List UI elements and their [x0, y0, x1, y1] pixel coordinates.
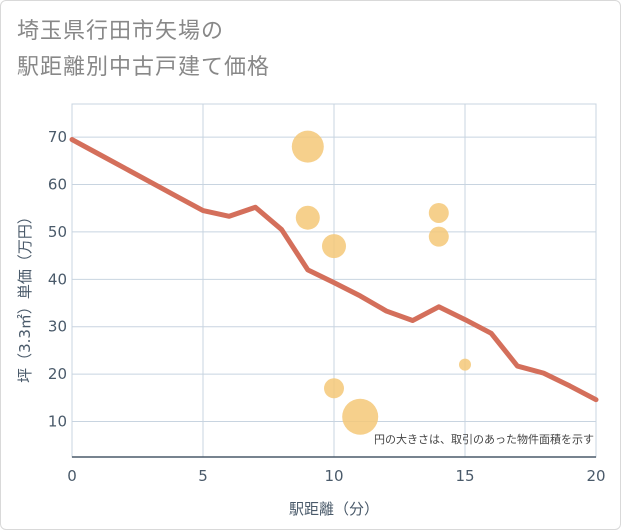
x-tick-label: 20: [586, 467, 605, 485]
y-tick-label: 30: [48, 318, 67, 336]
y-tick-label: 50: [48, 223, 67, 241]
title-line-1: 埼玉県行田市矢場の: [17, 19, 225, 44]
size-note: 円の大きさは、取引のあった物件面積を示す: [374, 432, 594, 446]
data-point: [342, 398, 379, 435]
data-point: [428, 202, 449, 223]
data-point: [322, 234, 346, 259]
x-axis-label: 駅距離（分）: [289, 500, 379, 518]
data-point: [428, 226, 449, 247]
y-tick-label: 70: [48, 128, 67, 146]
data-point: [459, 358, 471, 371]
ticks: 0 5 10 15 20 10 20 30 40 50 60 70: [48, 128, 606, 485]
trend-line: [69, 137, 599, 403]
data-point: [324, 378, 344, 399]
x-tick-label: 5: [198, 467, 208, 485]
x-tick-label: 0: [67, 467, 77, 485]
x-tick-label: 10: [324, 467, 343, 485]
trend: [69, 137, 599, 403]
bubbles: [291, 130, 471, 435]
data-point: [291, 130, 324, 163]
y-tick-label: 40: [48, 270, 67, 288]
chart-title: 埼玉県行田市矢場の 駅距離別中古戸建て価格: [17, 14, 270, 86]
y-tick-label: 20: [48, 365, 67, 383]
title-line-2: 駅距離別中古戸建て価格: [17, 55, 271, 80]
y-tick-label: 10: [48, 412, 67, 430]
y-tick-label: 60: [48, 176, 67, 194]
data-point: [295, 205, 320, 230]
x-tick-label: 15: [455, 467, 474, 485]
y-axis-label: 坪（3.3㎡）単価（万円）: [16, 209, 34, 383]
